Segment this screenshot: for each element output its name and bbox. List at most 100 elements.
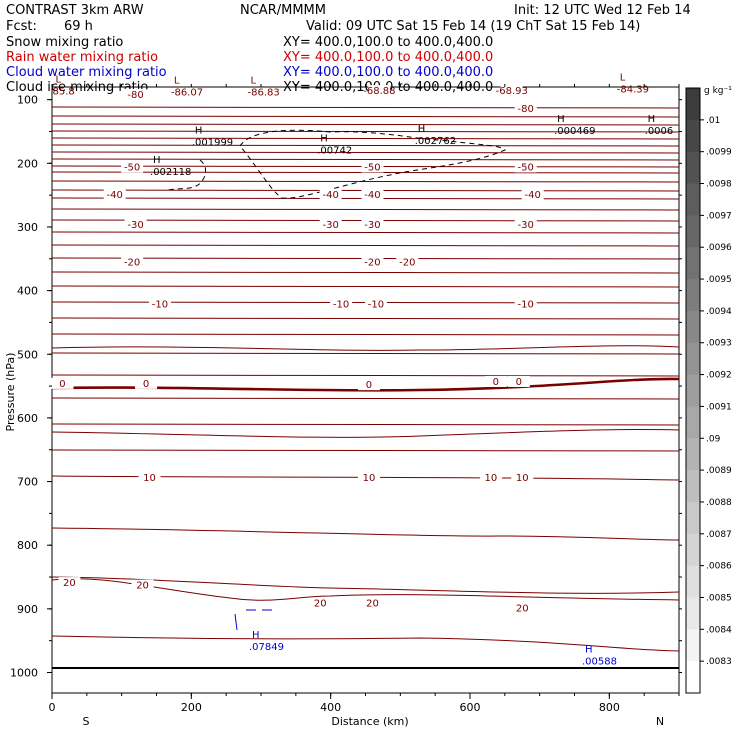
y-tick-label: 800 — [17, 539, 38, 552]
colorbar-label: .0083 — [706, 657, 732, 667]
colorbar-swatch — [686, 470, 700, 503]
temperature-label: -20 — [364, 257, 380, 268]
colorbar-swatch — [686, 215, 700, 248]
isotherm-line — [51, 115, 680, 118]
temperature-label-bg — [103, 188, 126, 200]
colorbar-swatch — [686, 374, 700, 407]
temperature-label: -40 — [322, 190, 338, 201]
temperature-label-bg — [319, 218, 342, 230]
x-tick-label: 400 — [320, 701, 341, 714]
colorbar-label: .0091 — [706, 402, 732, 412]
high-marker: H — [648, 114, 656, 125]
y-tick-label: 1000 — [10, 667, 38, 680]
temperature-label: -40 — [525, 190, 541, 201]
temperature-label-bg — [364, 298, 387, 310]
legend-entry-xy: XY= 400.0,100.0 to 400.0,400.0 — [283, 50, 493, 65]
colorbar-swatch — [686, 119, 700, 153]
y-tick-label: 700 — [17, 476, 38, 489]
temperature-label-bg — [135, 377, 158, 389]
temperature-label: 10 — [363, 473, 376, 484]
temperature-label-bg — [514, 218, 537, 230]
isotherm-line — [51, 189, 680, 192]
colorbar-label: .0098 — [706, 180, 732, 190]
low-marker: L — [174, 76, 180, 87]
legend-entry-xy: XY= 400.0,100.0 to 400.0,400.0 — [283, 65, 493, 80]
y-tick-label: 600 — [17, 412, 38, 425]
temperature-label-bg — [51, 377, 74, 389]
isotherm-line — [51, 423, 680, 426]
isotherm-line — [51, 271, 680, 274]
cloud-ice-contour — [167, 129, 506, 199]
isotherm-line — [51, 345, 680, 351]
temperature-label-bg — [514, 161, 537, 173]
legend-entry-name: Cloud water mixing ratio — [6, 65, 167, 80]
temperature-label-bg — [319, 188, 342, 200]
isotherm-line — [51, 244, 680, 247]
temperature-label: 0 — [493, 377, 499, 388]
temperature-label: -40 — [107, 190, 123, 201]
extremum-value: .001999 — [192, 137, 233, 148]
temperature-label: -50 — [364, 162, 380, 173]
colorbar-swatch — [686, 533, 700, 567]
temperature-label-bg — [138, 472, 161, 484]
temperature-label: -68.88 — [363, 86, 395, 97]
temperature-label-bg — [361, 188, 384, 200]
temperature-label-bg — [484, 375, 507, 387]
high-marker: H — [252, 630, 260, 641]
colorbar-swatch — [686, 438, 700, 471]
isotherm-line — [51, 397, 680, 400]
temperature-label: -30 — [322, 220, 338, 231]
isotherm-line — [51, 317, 680, 320]
temperature-label-bg — [511, 472, 534, 484]
colorbar-swatch — [686, 342, 700, 376]
temperature-label: 20 — [136, 581, 149, 592]
isotherm-line — [51, 137, 680, 140]
temperature-label: 0 — [59, 379, 65, 390]
temperature-label-bg — [479, 472, 502, 484]
colorbar-swatch — [686, 565, 700, 598]
isotherm-line — [51, 130, 680, 133]
temperature-label: -10 — [333, 299, 349, 310]
x-tick-label: 0 — [49, 701, 56, 714]
temperature-label: 10 — [485, 473, 498, 484]
colorbar-swatch — [686, 183, 700, 216]
colorbar-label: .0097 — [706, 211, 732, 221]
isotherm-line — [51, 123, 680, 126]
isotherm-line — [51, 197, 680, 200]
colorbar-frame — [685, 87, 701, 694]
colorbar-swatch — [686, 406, 700, 439]
colorbar-label: .09 — [706, 434, 721, 444]
endpoint-right: N — [656, 715, 664, 728]
temperature-label-bg — [361, 597, 384, 609]
temperature-label: -80 — [127, 90, 143, 101]
temperature-label-bg — [361, 256, 384, 268]
isotherm-line — [51, 151, 680, 154]
high-marker: H — [195, 125, 203, 136]
extremum-value: .00742 — [317, 146, 352, 157]
temperature-label-bg — [309, 597, 332, 609]
temperature-label-bg — [521, 188, 544, 200]
high-marker: H — [585, 645, 593, 656]
temperature-label-bg — [500, 85, 523, 97]
low-marker: L — [620, 72, 626, 83]
colorbar-swatch — [686, 310, 700, 344]
extremum-value: .00588 — [582, 657, 617, 668]
y-tick-label: 900 — [17, 603, 38, 616]
high-marker: H — [418, 124, 426, 135]
high-marker: H — [153, 155, 161, 166]
temperature-label-bg — [511, 602, 534, 614]
colorbar-unit: g kg⁻¹ — [704, 86, 732, 96]
chart-annotations: -80 -80 -68.88 -68.93 -50 -50 -50 -40 -40 -40 -40 -… — [51, 72, 673, 668]
valid-time: Valid: 09 UTC Sat 15 Feb 14 (19 ChT Sat … — [306, 19, 640, 34]
temperature-label: 0 — [143, 379, 149, 390]
x-tick-label: 600 — [460, 701, 481, 714]
y-axis-label: Pressure (hPa) — [4, 353, 17, 432]
isotherm-line — [51, 475, 680, 481]
temperature-label-bg — [357, 379, 380, 391]
isotherm-line — [51, 374, 680, 377]
isotherm-line — [51, 144, 680, 147]
temperature-label: -30 — [127, 220, 143, 231]
extremum-value: .002118 — [150, 167, 191, 178]
init-time: Init: 12 UTC Wed 12 Feb 14 — [514, 3, 691, 18]
isotherm-line — [51, 106, 680, 109]
